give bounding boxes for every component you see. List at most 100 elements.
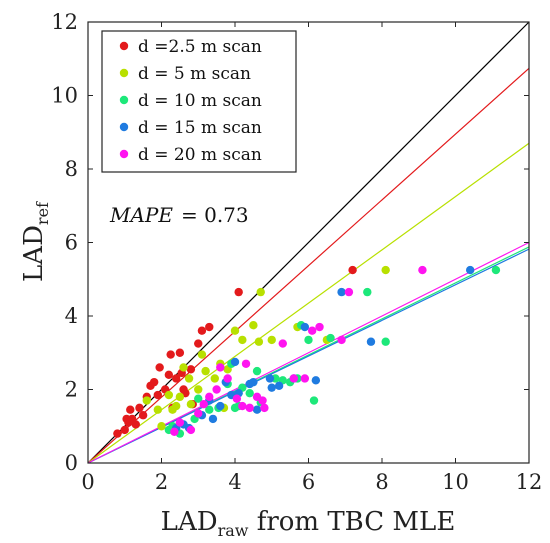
legend-label: d = 5 m scan: [138, 64, 251, 84]
data-point: [300, 374, 310, 383]
data-point: [175, 392, 185, 402]
legend-label: d =2.5 m scan: [138, 37, 262, 57]
data-point: [344, 287, 354, 297]
data-point: [153, 390, 163, 400]
x-tick-label: 4: [228, 470, 241, 494]
data-point: [258, 396, 267, 405]
y-tick-label: 12: [51, 10, 78, 34]
data-point: [184, 374, 194, 383]
data-point: [120, 425, 129, 435]
data-point: [205, 405, 214, 414]
data-point: [245, 388, 254, 398]
legend-label: d = 20 m scan: [138, 145, 262, 165]
legend: d =2.5 m scan d = 5 m scan d = 10 m scan d …: [101, 30, 297, 173]
data-point: [170, 427, 179, 436]
data-point: [155, 363, 164, 372]
data-point: [230, 326, 240, 335]
mape-annotation: MAPE = 0.73: [109, 203, 249, 227]
data-point: [274, 381, 284, 391]
legend-item: d =2.5 m scan: [119, 37, 262, 57]
data-point: [199, 400, 208, 409]
data-point: [138, 411, 148, 420]
data-point: [223, 374, 232, 383]
data-point: [175, 418, 185, 427]
data-point: [232, 394, 242, 403]
legend-item: d = 20 m scan: [119, 145, 262, 165]
data-point: [122, 414, 131, 424]
data-point: [135, 403, 144, 413]
data-point: [337, 335, 346, 345]
data-point: [131, 420, 140, 429]
data-point: [153, 405, 163, 414]
y-tick-label: 6: [65, 231, 78, 255]
y-axis-title-subscript: ref: [33, 201, 52, 225]
y-axis-title-main: LAD: [19, 225, 49, 282]
data-point: [113, 429, 122, 438]
data-point: [254, 337, 264, 346]
legend-marker: [119, 41, 129, 51]
data-point: [216, 401, 225, 411]
data-point: [418, 265, 427, 275]
data-point: [278, 339, 287, 348]
data-point: [348, 265, 357, 275]
data-point: [252, 405, 262, 414]
data-point: [256, 287, 265, 297]
data-point: [311, 376, 321, 385]
data-point: [241, 359, 251, 368]
x-tick-label: 2: [155, 470, 168, 494]
data-point: [491, 265, 501, 275]
x-tick-label: 10: [442, 470, 469, 494]
x-axis-title: LADraw from TBC MLE: [161, 507, 456, 540]
data-point: [175, 348, 185, 357]
data-point: [212, 385, 221, 394]
legend-marker: [119, 95, 129, 105]
data-point: [157, 422, 166, 431]
svg-text:LADref: LADref: [19, 201, 52, 282]
mape-label: MAPE: [109, 203, 173, 227]
data-point: [179, 363, 188, 372]
y-axis-title: LADref: [19, 201, 52, 282]
y-tick-label: 10: [51, 84, 78, 108]
data-point: [205, 322, 214, 332]
data-point: [194, 339, 203, 348]
plot-area: [87, 21, 530, 464]
legend-label: d = 10 m scan: [138, 91, 262, 111]
data-point: [166, 350, 175, 359]
legend-marker: [119, 68, 129, 78]
data-point: [304, 335, 313, 345]
data-point: [381, 265, 390, 275]
mape-value: = 0.73: [181, 203, 249, 227]
data-point: [230, 357, 240, 367]
data-point: [381, 337, 390, 346]
data-point: [265, 374, 275, 383]
y-tick-label: 4: [65, 304, 78, 328]
data-point: [197, 350, 207, 359]
data-point: [142, 396, 151, 405]
data-point: [249, 320, 258, 330]
data-point: [307, 326, 317, 335]
fit-line-series-1: [87, 67, 530, 464]
data-point: [186, 400, 196, 409]
data-point: [172, 374, 181, 383]
data-point: [194, 385, 203, 394]
data-point: [366, 337, 376, 346]
data-point: [172, 401, 181, 411]
x-axis-title-main: LAD: [161, 507, 218, 537]
data-point: [249, 377, 258, 387]
data-point: [337, 287, 346, 297]
data-point: [252, 366, 262, 376]
y-tick-label: 8: [65, 157, 78, 181]
x-axis-title-subscript: raw: [218, 521, 249, 540]
legend-label: d = 15 m scan: [138, 118, 262, 138]
data-point: [238, 401, 247, 411]
data-point: [164, 390, 174, 400]
x-tick-label: 8: [375, 470, 388, 494]
legend-item: d = 10 m scan: [119, 91, 262, 111]
data-point: [194, 394, 203, 403]
data-point: [300, 322, 310, 332]
data-point: [245, 403, 254, 413]
legend-item: d = 5 m scan: [119, 64, 251, 84]
data-point: [186, 365, 196, 374]
data-point: [164, 370, 174, 379]
